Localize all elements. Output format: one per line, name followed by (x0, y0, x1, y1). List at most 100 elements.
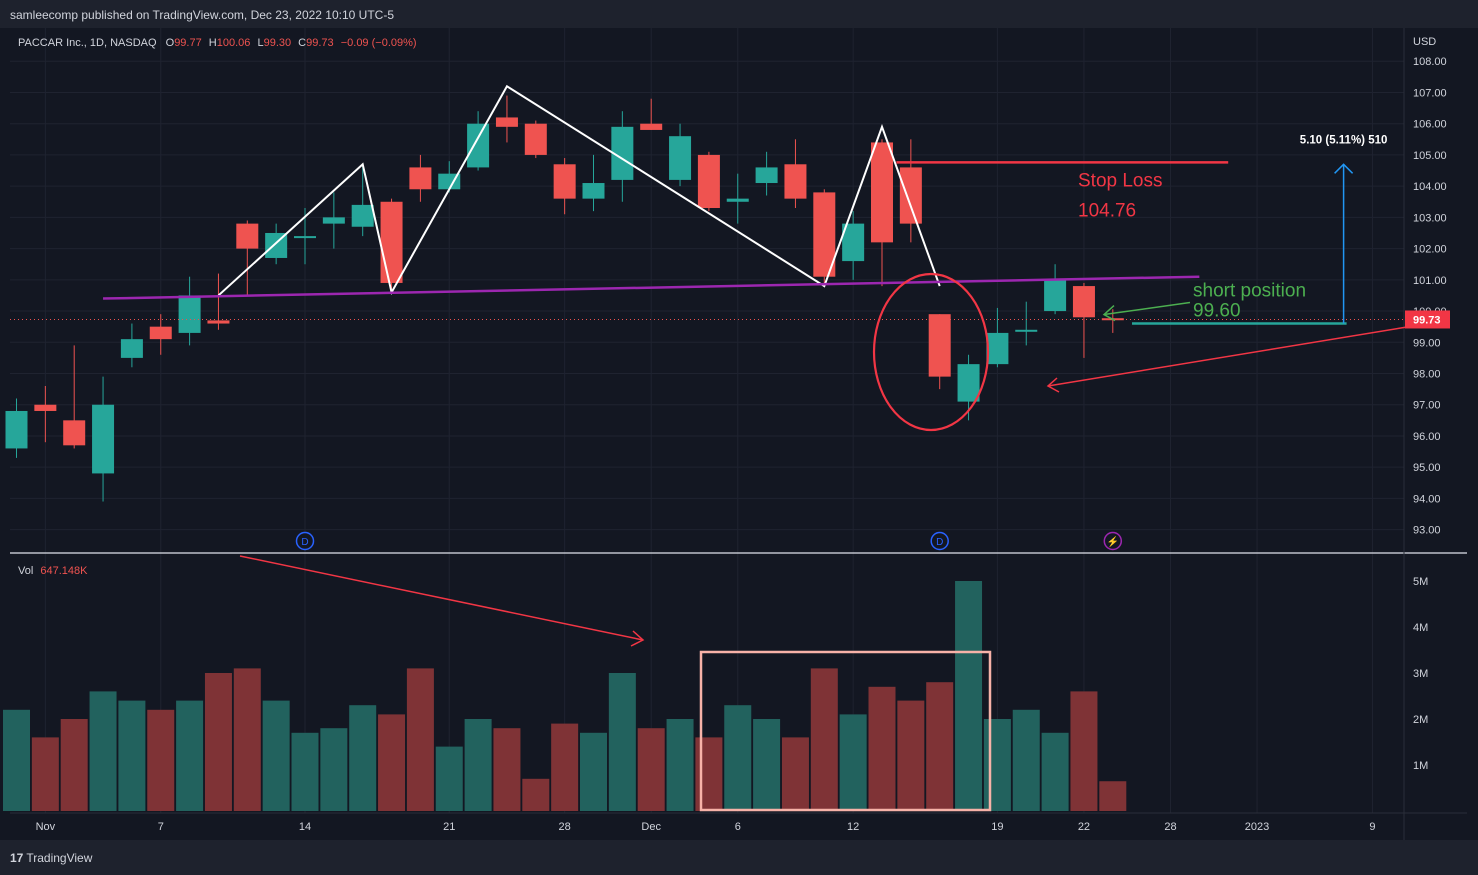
candles (5, 95, 1124, 502)
volume-bar (31, 737, 59, 811)
volume-bar (522, 778, 550, 811)
time-tick-label: 7 (158, 821, 164, 833)
volume-bar (464, 719, 492, 811)
candle-body (755, 167, 778, 184)
tradingview-logo[interactable]: 17 TradingView (10, 851, 92, 865)
candle-body (524, 123, 547, 155)
volume-bar (60, 719, 88, 811)
price-tick-label: 99.00 (1413, 337, 1441, 349)
publish-bar: samleecomp published on TradingView.com,… (0, 0, 1478, 28)
time-tick-label: Nov (36, 821, 56, 833)
currency-label: USD (1413, 36, 1436, 48)
candle-body (582, 183, 605, 199)
volume-trend-arrow (239, 555, 644, 641)
candle-body (986, 332, 1009, 365)
time-tick-label: 28 (1164, 821, 1176, 833)
volume-tick-label: 5M (1413, 576, 1428, 588)
time-tick-label: 2023 (1245, 821, 1269, 833)
stop-loss-value: 104.76 (1078, 200, 1136, 221)
candle-body (784, 164, 807, 199)
candle-body (5, 410, 28, 449)
short-position-value: 99.60 (1193, 301, 1241, 322)
candle-body (669, 136, 692, 180)
candle-body (149, 326, 172, 340)
volume-bar (551, 723, 579, 811)
candle-body (957, 364, 980, 402)
high-value: 100.06 (217, 37, 251, 49)
volume-legend: Vol 647.148K (18, 565, 88, 577)
tradingview-logo-icon: 17 (10, 851, 24, 865)
time-tick-label: 28 (559, 821, 571, 833)
ohlc-legend: PACCAR Inc., 1D, NASDAQ O99.77 H100.06 L… (18, 37, 417, 49)
price-tick-label: 96.00 (1413, 431, 1441, 443)
time-tick-label: 19 (991, 821, 1003, 833)
time-tick-label: 12 (847, 821, 859, 833)
price-tick-label: 107.00 (1413, 87, 1447, 99)
price-tick-label: 102.00 (1413, 244, 1447, 256)
short-position-arrow (1103, 301, 1191, 316)
volume-bar (839, 714, 867, 811)
measure-label: 5.10 (5.11%) 510 (1300, 134, 1388, 146)
candle-body (1044, 279, 1067, 312)
candle-body (63, 420, 86, 446)
candle-body (351, 204, 374, 227)
candle-body (322, 217, 345, 224)
change-value: −0.09 (−0.09%) (341, 37, 417, 49)
volume-bar (868, 686, 896, 811)
volume-label: Vol (18, 565, 33, 577)
candle-body (553, 164, 576, 199)
candle-body (409, 167, 432, 190)
volume-bar (89, 691, 117, 811)
volume-bar (406, 668, 434, 811)
candle-body (92, 404, 115, 474)
candle-body (726, 198, 749, 202)
candle-body (34, 404, 57, 411)
candle-body (467, 123, 490, 168)
event-marker-circle (1103, 531, 1123, 551)
candle-body (120, 339, 143, 358)
footer-bar: 17 TradingView (0, 840, 1478, 875)
symbol-label: PACCAR Inc., 1D, NASDAQ (18, 37, 157, 49)
candle-body (611, 126, 634, 180)
volume-bar (926, 682, 954, 811)
candle-body (495, 117, 518, 127)
volume-bar (608, 673, 636, 811)
trend-arrow-red (1047, 326, 1408, 387)
open-label: O (166, 37, 175, 49)
event-marker-circle (930, 531, 949, 551)
volume-bar (1070, 691, 1098, 811)
candle-body (813, 192, 836, 277)
price-axis[interactable]: 93.0094.0095.0096.0097.0098.0099.00100.0… (1413, 56, 1447, 536)
volume-bar (378, 714, 406, 811)
stop-loss-label: Stop Loss (1078, 170, 1163, 191)
candle-body (1015, 329, 1038, 332)
volume-bar (349, 705, 377, 811)
volume-tick-label: 2M (1413, 714, 1428, 726)
time-tick-label: 6 (735, 821, 741, 833)
candle-body (871, 142, 893, 243)
split-icon: ⚡ (1107, 535, 1119, 548)
volume-bar (291, 732, 319, 811)
time-tick-label: 9 (1369, 821, 1375, 833)
candle-body (842, 223, 865, 262)
volume-bar (320, 728, 348, 811)
price-chart[interactable]: Stop Loss 104.76 short position 99.60 5.… (0, 28, 1478, 840)
last-price-box (1405, 310, 1450, 329)
volume-bar (233, 668, 261, 811)
price-tick-label: 106.00 (1413, 119, 1447, 131)
candle-body (207, 320, 230, 324)
volume-bar (666, 719, 694, 811)
candle-body (640, 123, 663, 130)
trend-arrow-red-head (1046, 377, 1060, 393)
volume-bar (983, 719, 1011, 811)
price-tick-label: 93.00 (1413, 525, 1441, 537)
price-tick-label: 105.00 (1413, 150, 1447, 162)
volume-bar (724, 705, 752, 811)
volume-bar (1099, 781, 1127, 811)
volume-bar (435, 746, 463, 811)
volume-trend-arrow-head (630, 630, 645, 647)
volume-tick-label: 1M (1413, 760, 1428, 772)
published-text: samleecomp published on TradingView.com,… (10, 8, 394, 22)
volume-bar (204, 673, 232, 811)
time-axis[interactable]: Nov 7 14 21 28 Dec 6 12 19 22 28 2023 9 (36, 821, 1376, 833)
